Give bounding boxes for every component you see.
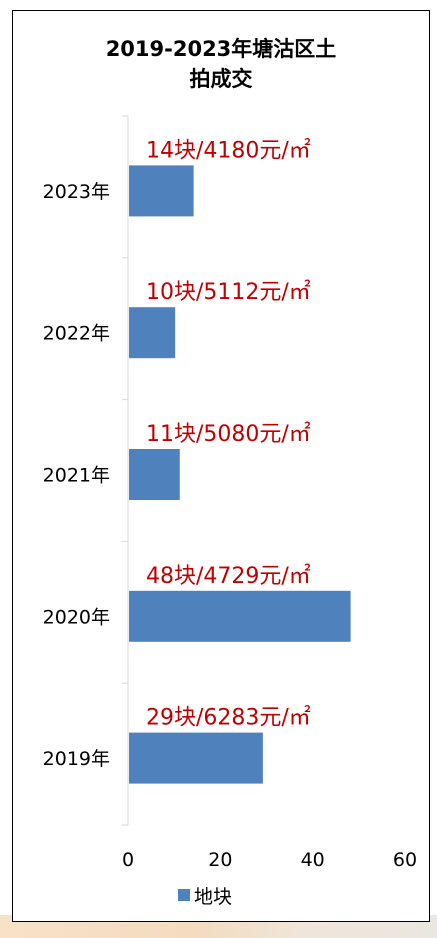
- category-label: 2020年: [43, 606, 110, 628]
- data-label: 10块/5112元/㎡: [146, 279, 311, 305]
- data-label: 14块/4180元/㎡: [146, 137, 311, 163]
- bar-2023年: [129, 165, 194, 217]
- bar-2022年: [129, 307, 176, 359]
- x-tick-label: 40: [301, 849, 325, 871]
- data-label: 29块/6283元/㎡: [146, 705, 311, 731]
- chart-title-line-1: 2019-2023年塘沽区土: [105, 37, 337, 61]
- x-tick-label: 20: [208, 849, 232, 871]
- x-tick-label: 0: [122, 849, 134, 871]
- category-label: 2023年: [43, 181, 110, 203]
- data-label: 11块/5080元/㎡: [146, 421, 311, 447]
- chart-legend: 地块: [178, 883, 233, 908]
- bar-2019年: [129, 732, 263, 784]
- bar-2021年: [129, 449, 180, 500]
- category-label: 2019年: [43, 748, 110, 770]
- data-label: 48块/4729元/㎡: [146, 563, 311, 589]
- chart-title: 2019-2023年塘沽区土 拍成交: [12, 34, 430, 94]
- bar-2020年: [129, 590, 351, 642]
- category-label: 2021年: [43, 465, 110, 487]
- x-tick-label: 60: [393, 849, 417, 871]
- chart-title-line-2: 拍成交: [189, 67, 253, 91]
- category-label: 2022年: [43, 323, 110, 345]
- legend-swatch-icon: [178, 889, 190, 901]
- legend-label: 地块: [194, 885, 233, 908]
